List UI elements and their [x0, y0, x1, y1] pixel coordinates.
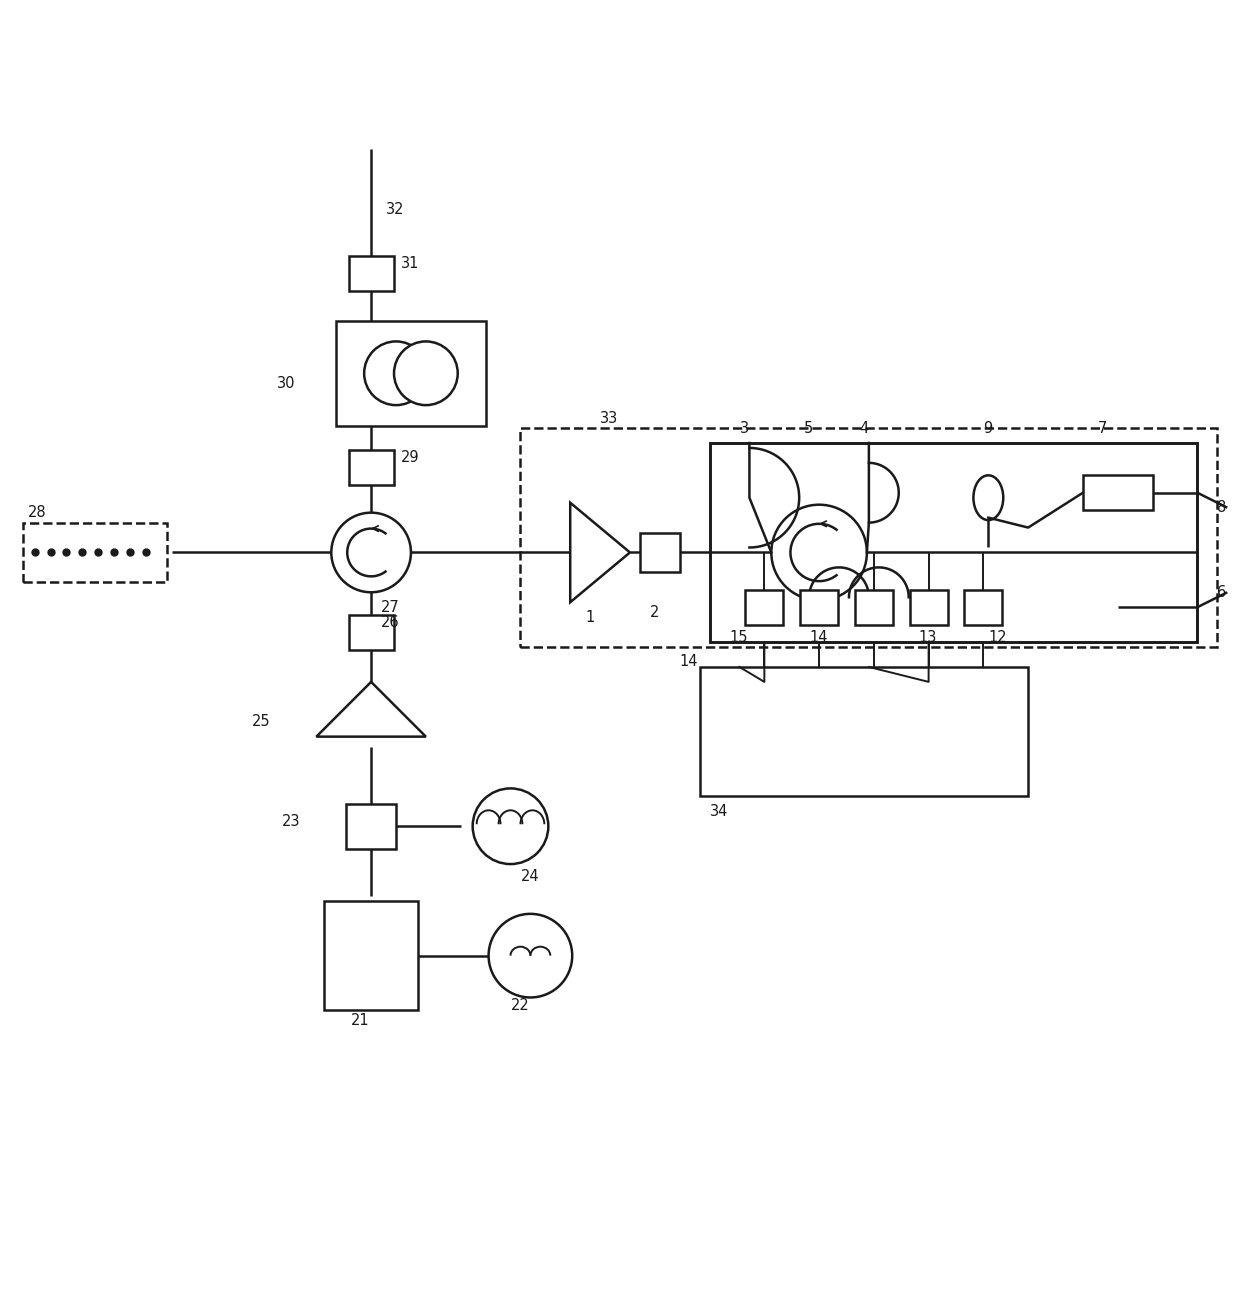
Polygon shape [316, 682, 425, 737]
Text: 6: 6 [1218, 585, 1226, 599]
Bar [910, 590, 947, 624]
Circle shape [472, 788, 548, 865]
Bar [22, 523, 167, 582]
Text: 22: 22 [511, 997, 529, 1013]
Bar [800, 590, 838, 624]
Circle shape [365, 342, 428, 405]
Circle shape [394, 342, 458, 405]
Bar [1083, 476, 1153, 510]
Bar [854, 590, 893, 624]
Circle shape [331, 512, 410, 593]
Bar [348, 451, 393, 485]
Text: 34: 34 [709, 804, 728, 819]
Text: 12: 12 [988, 629, 1007, 645]
Text: 9: 9 [983, 420, 992, 435]
Text: 33: 33 [600, 410, 619, 426]
Text: 29: 29 [401, 451, 419, 465]
Circle shape [489, 913, 572, 997]
Bar [324, 901, 418, 1010]
Text: 28: 28 [27, 505, 46, 520]
Bar [709, 443, 1198, 643]
Text: 26: 26 [381, 615, 399, 629]
Bar [745, 590, 784, 624]
Bar [348, 615, 393, 649]
Text: 13: 13 [919, 629, 937, 645]
Bar [336, 321, 486, 426]
Text: 14: 14 [680, 654, 698, 669]
Bar [640, 532, 680, 573]
Text: 14: 14 [810, 629, 827, 645]
Text: 21: 21 [351, 1013, 370, 1028]
Text: 32: 32 [386, 201, 404, 217]
Polygon shape [570, 503, 630, 602]
Bar [521, 428, 1218, 646]
Text: 27: 27 [381, 599, 399, 615]
Text: 3: 3 [739, 420, 749, 435]
Text: 15: 15 [729, 629, 748, 645]
Text: 4: 4 [859, 420, 868, 435]
Bar [346, 804, 396, 849]
Bar [348, 256, 393, 292]
Text: 25: 25 [252, 715, 270, 729]
Bar [965, 590, 1002, 624]
Text: 5: 5 [805, 420, 813, 435]
Text: 2: 2 [650, 604, 660, 620]
Text: 7: 7 [1097, 420, 1107, 435]
Text: 1: 1 [585, 610, 594, 624]
Ellipse shape [973, 476, 1003, 520]
Bar [699, 668, 1028, 796]
Text: 24: 24 [521, 869, 539, 883]
Text: 30: 30 [277, 376, 295, 390]
Text: 8: 8 [1218, 501, 1226, 515]
Circle shape [771, 505, 867, 600]
Text: 23: 23 [281, 813, 300, 829]
Text: 31: 31 [401, 256, 419, 271]
